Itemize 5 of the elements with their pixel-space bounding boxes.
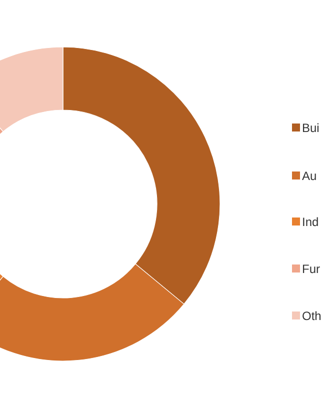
legend-label: Au [302,169,317,183]
legend-label: Fur [302,262,320,276]
legend-label: Oth [302,309,322,323]
legend-label: Ind [302,215,319,229]
legend-label: Bui [302,121,320,135]
